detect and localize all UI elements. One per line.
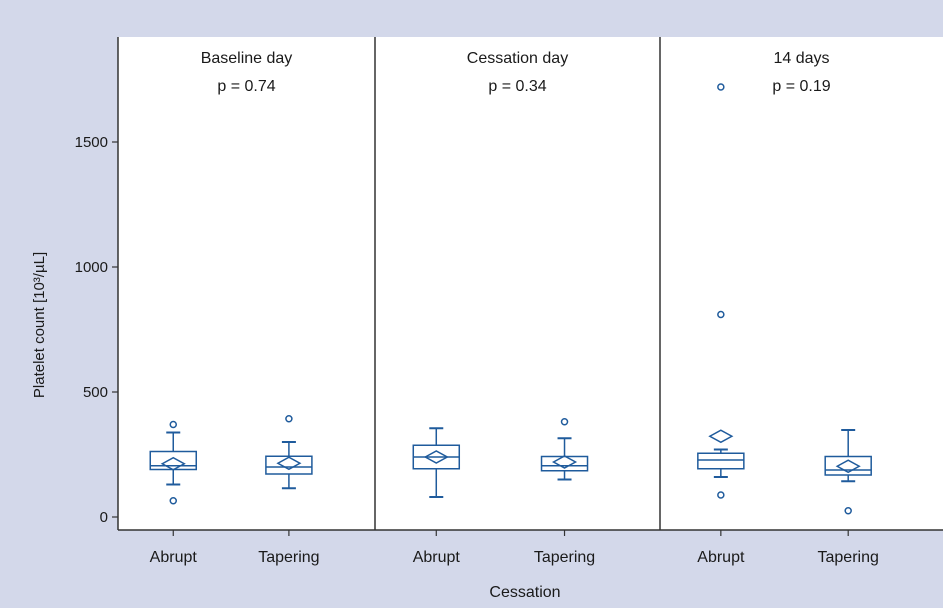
x-tick-label: Tapering: [818, 549, 879, 566]
x-tick-label: Abrupt: [697, 549, 745, 566]
x-tick-label: Abrupt: [413, 549, 461, 566]
x-tick-label: Tapering: [258, 549, 319, 566]
outlier-point: [285, 415, 293, 423]
y-tick-label: 1500: [75, 134, 108, 151]
y-tick-label: 1000: [75, 259, 108, 276]
outlier-point: [844, 507, 852, 515]
outlier-point: [560, 418, 569, 426]
y-axis-label: Platelet count [10³/µL]: [31, 252, 48, 398]
mean-marker: [160, 456, 186, 471]
y-tick-label: 500: [83, 384, 108, 401]
mean-marker: [835, 459, 861, 474]
p-value-label: p = 0.19: [772, 78, 830, 95]
panels-layer: Baseline day p = 0.74 Cessation day p = 0.3…: [201, 37, 831, 530]
mean-marker: [708, 429, 734, 444]
mean-marker: [276, 456, 302, 471]
iqr-box: [265, 455, 313, 475]
outlier-point: [169, 420, 178, 429]
y-tick-label: 0: [100, 509, 108, 526]
x-axis-label: Cessation: [489, 584, 560, 601]
panel-title: Baseline day: [201, 50, 293, 67]
p-value-label: p = 0.74: [217, 78, 275, 95]
outlier-point: [717, 310, 725, 319]
mean-marker: [423, 450, 449, 464]
panel-title: Cessation day: [467, 50, 568, 67]
panel-title: 14 days: [773, 50, 829, 67]
outlier-point: [717, 83, 725, 91]
x-tick-label: Tapering: [534, 549, 595, 566]
y-axis: 0 500 1000 1500 Abrupt Tapering Abrupt Tapering…: [75, 37, 943, 566]
iqr-box: [697, 452, 745, 470]
p-value-label: p = 0.34: [488, 78, 546, 95]
x-tick-label: Abrupt: [150, 549, 198, 566]
marks-layer: [149, 83, 872, 515]
mean-marker: [551, 455, 578, 469]
outlier-point: [169, 497, 178, 505]
plot-area: [118, 37, 943, 530]
outlier-point: [717, 491, 725, 499]
iqr-box: [824, 455, 872, 476]
